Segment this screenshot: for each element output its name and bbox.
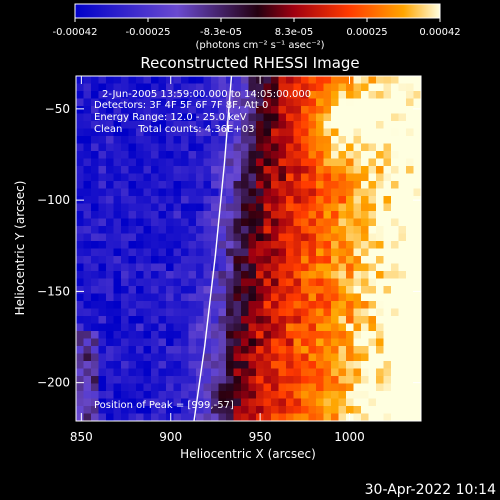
colorbar-tick-label: -8.3e-05	[200, 27, 242, 38]
colorbar-tick-label: 0.00042	[419, 27, 460, 38]
colorbar-tick-label: 0.00025	[346, 27, 387, 38]
y-tick-label: −100	[37, 193, 70, 207]
annotation-detectors: Detectors: 3F 4F 5F 6F 7F 8F, Att 0	[94, 100, 268, 111]
x-tick-label: 900	[159, 430, 182, 444]
peak-position-label: Position of Peak = [999,-57]	[94, 400, 234, 411]
solar-limb-curve	[193, 76, 233, 421]
annotation-energy-range: Energy Range: 12.0 - 25.0 keV	[94, 112, 247, 123]
timestamp: 30-Apr-2022 10:14	[365, 482, 496, 498]
y-tick-label: −150	[37, 284, 70, 298]
colorbar: -0.00042 -0.00025 -8.3e-05 8.3e-05 0.00025 0.…	[53, 3, 461, 51]
annotation-clean-counts: Clean Total counts: 4.36E+03	[94, 124, 254, 135]
y-tick-label: −200	[37, 376, 70, 390]
plot-frame	[75, 75, 422, 422]
x-tick-label: 1000	[334, 430, 365, 444]
colorbar-unit-label: (photons cm⁻² s⁻¹ asec⁻²)	[195, 40, 324, 51]
axes: 850 900 950 1000 −50 −100 −150 −200	[37, 76, 421, 444]
colorbar-tick-label: 8.3e-05	[275, 27, 313, 38]
colorbar-tick-label: -0.00042	[53, 27, 98, 38]
plot-area	[76, 76, 421, 421]
x-tick-label: 950	[249, 430, 272, 444]
heatmap-cells	[76, 76, 421, 421]
y-axis-title: Heliocentric Y (arcsec)	[13, 181, 27, 316]
chart-title: Reconstructed RHESSI Image	[140, 54, 359, 72]
colorbar-ticks: -0.00042 -0.00025 -8.3e-05 8.3e-05 0.00025 0.…	[53, 18, 461, 38]
x-axis-title: Heliocentric X (arcsec)	[180, 447, 316, 461]
colorbar-tick-label: -0.00025	[126, 27, 171, 38]
annotation-time-range: 2-Jun-2005 13:59:00.000 to 14:05:00.000	[102, 89, 311, 100]
colorbar-gradient	[75, 4, 440, 18]
y-tick-label: −50	[45, 102, 70, 116]
x-tick-label: 850	[70, 430, 93, 444]
colorbar-frame	[74, 3, 441, 19]
